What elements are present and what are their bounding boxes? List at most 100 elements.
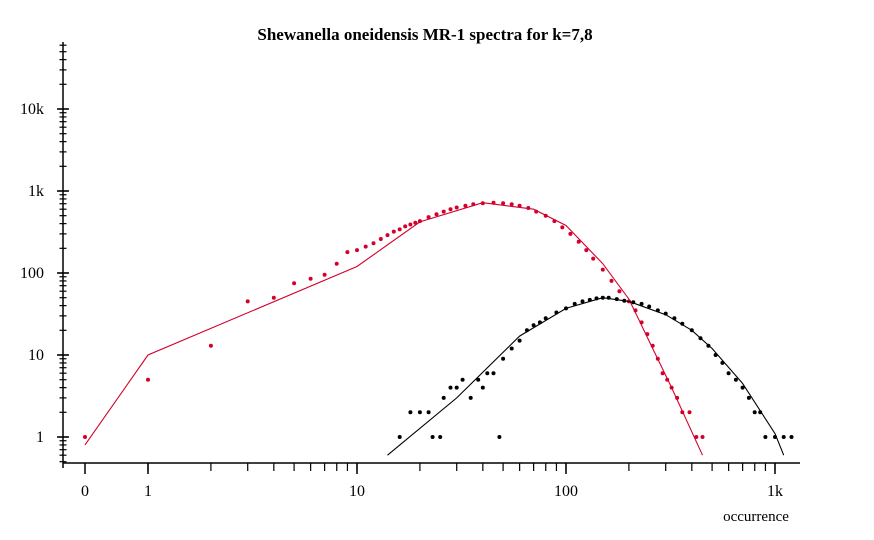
data-point bbox=[471, 202, 476, 207]
data-point bbox=[417, 410, 422, 415]
data-point bbox=[497, 435, 502, 439]
data-point bbox=[633, 308, 638, 313]
data-point bbox=[706, 343, 711, 348]
data-point bbox=[645, 332, 650, 337]
data-point bbox=[594, 296, 599, 301]
data-point bbox=[781, 435, 786, 439]
data-point bbox=[378, 237, 383, 241]
data-point bbox=[468, 395, 473, 400]
data-point bbox=[371, 241, 376, 246]
fit-line-1 bbox=[387, 297, 785, 456]
data-point bbox=[639, 320, 644, 325]
data-point bbox=[773, 435, 777, 439]
data-point bbox=[509, 346, 514, 351]
data-point bbox=[631, 300, 636, 305]
x-tick-label: 100 bbox=[554, 483, 578, 500]
data-point bbox=[448, 207, 453, 212]
data-point bbox=[758, 410, 763, 415]
data-point bbox=[441, 209, 446, 214]
data-point bbox=[672, 316, 677, 321]
data-point bbox=[385, 233, 390, 238]
data-point bbox=[700, 435, 705, 439]
data-point bbox=[720, 360, 725, 365]
data-point bbox=[663, 311, 668, 316]
data-point bbox=[271, 295, 276, 300]
data-point bbox=[430, 435, 435, 439]
data-point bbox=[526, 206, 531, 210]
data-point bbox=[345, 250, 350, 255]
data-point bbox=[580, 299, 585, 304]
data-point bbox=[740, 385, 745, 390]
chart-title: Shewanella oneidensis MR-1 spectra for k… bbox=[257, 25, 592, 44]
data-point bbox=[587, 297, 592, 302]
data-point bbox=[397, 435, 402, 439]
data-point bbox=[426, 215, 431, 220]
data-point bbox=[675, 395, 680, 400]
data-point bbox=[292, 281, 297, 286]
data-point bbox=[584, 248, 589, 253]
data-point bbox=[660, 371, 665, 376]
data-point bbox=[746, 395, 751, 400]
data-point bbox=[485, 371, 490, 376]
data-point bbox=[622, 298, 627, 303]
data-point bbox=[441, 395, 446, 400]
data-point bbox=[426, 410, 431, 415]
data-point bbox=[647, 304, 652, 309]
x-axis: 0 1 10 100 1k bbox=[63, 462, 800, 500]
data-point bbox=[460, 377, 465, 382]
data-point bbox=[245, 299, 250, 304]
data-point bbox=[543, 316, 548, 321]
data-point bbox=[391, 229, 396, 234]
data-point bbox=[639, 301, 644, 306]
data-point bbox=[491, 371, 496, 376]
x-tick-label: 1k bbox=[767, 483, 783, 500]
data-point bbox=[733, 377, 738, 382]
data-point bbox=[517, 338, 522, 343]
data-point bbox=[687, 410, 692, 415]
data-point bbox=[552, 219, 557, 224]
data-point bbox=[789, 435, 794, 439]
data-point bbox=[543, 213, 548, 218]
data-point bbox=[665, 377, 670, 382]
data-point bbox=[572, 301, 577, 306]
data-point bbox=[564, 306, 568, 311]
data-point bbox=[698, 336, 703, 341]
data-point bbox=[308, 276, 313, 281]
x-axis-label: occurrence bbox=[723, 509, 789, 525]
data-point bbox=[334, 261, 339, 266]
data-point bbox=[524, 328, 529, 333]
data-point bbox=[476, 377, 481, 382]
data-point bbox=[554, 310, 559, 315]
data-point bbox=[480, 385, 485, 390]
data-point bbox=[501, 201, 506, 206]
data-point bbox=[208, 343, 213, 348]
data-point bbox=[454, 205, 459, 210]
series-1 bbox=[387, 295, 794, 456]
data-point bbox=[322, 272, 327, 277]
data-point bbox=[417, 219, 422, 224]
data-point bbox=[655, 356, 660, 361]
data-point bbox=[448, 385, 453, 390]
data-point bbox=[600, 267, 605, 272]
data-point bbox=[713, 353, 718, 357]
data-point bbox=[363, 244, 368, 249]
data-point bbox=[680, 321, 685, 326]
data-point bbox=[517, 203, 522, 208]
data-point bbox=[438, 435, 443, 439]
data-point bbox=[491, 200, 496, 205]
y-tick-label: 100 bbox=[20, 265, 44, 282]
data-point bbox=[600, 295, 605, 300]
data-point bbox=[617, 289, 622, 294]
data-point bbox=[509, 202, 514, 207]
data-point bbox=[146, 377, 150, 382]
data-point bbox=[568, 231, 573, 236]
data-point bbox=[501, 356, 506, 361]
data-point bbox=[408, 222, 413, 227]
data-point bbox=[537, 320, 542, 325]
x-tick-label: 0 bbox=[81, 483, 89, 500]
data-point bbox=[655, 308, 660, 313]
data-point bbox=[650, 343, 655, 348]
x-tick-label: 1 bbox=[144, 483, 152, 500]
data-point bbox=[576, 239, 581, 244]
